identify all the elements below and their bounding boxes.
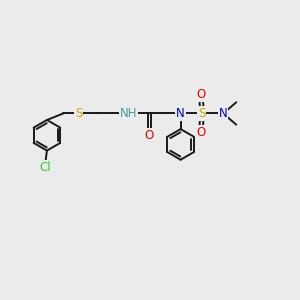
Text: S: S (75, 107, 82, 120)
Text: Cl: Cl (39, 161, 51, 174)
Text: O: O (196, 126, 205, 140)
Text: N: N (219, 107, 227, 120)
Text: O: O (145, 129, 154, 142)
Text: O: O (196, 88, 205, 100)
Text: S: S (198, 107, 206, 120)
Text: NH: NH (119, 107, 137, 120)
Text: N: N (176, 107, 185, 120)
